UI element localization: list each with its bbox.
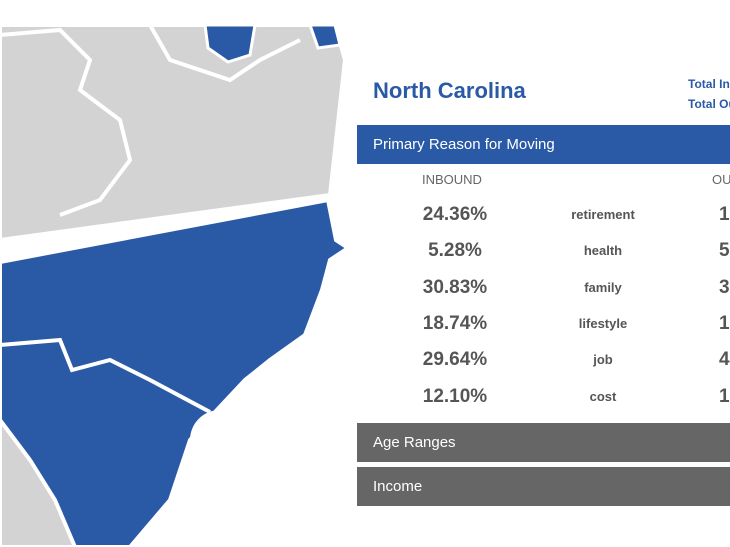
reason-reason: lifestyle [578, 316, 628, 331]
reason-outbound: 1 [719, 386, 730, 407]
reason-outbound: 1. [719, 204, 730, 225]
total-out: Total Ou [688, 97, 730, 111]
reason-inbound: 18.74% [422, 313, 488, 334]
georgia [0, 416, 78, 547]
reason-reason: health [583, 243, 623, 258]
reason-outbound: 5 [719, 240, 730, 261]
north-carolina [0, 197, 352, 547]
reason-reason: retirement [571, 207, 635, 222]
delaware [307, 23, 342, 50]
reason-inbound: 30.83% [422, 277, 488, 298]
maryland [203, 23, 257, 64]
reason-outbound: 4 [719, 349, 730, 370]
reason-reason: cost [589, 389, 617, 404]
income[interactable]: Income [357, 467, 730, 506]
age-ranges[interactable]: Age Ranges [357, 423, 730, 462]
total-in: Total In [688, 77, 730, 91]
reason-reason: job [593, 352, 613, 367]
reason-inbound: 5.28% [428, 240, 482, 261]
outbound-header: OU [712, 172, 730, 187]
inbound-header: INBOUND [422, 172, 482, 187]
reason-outbound: 3 [719, 277, 730, 298]
reason-inbound: 24.36% [422, 204, 488, 225]
reason-reason: family [584, 280, 622, 295]
reason-inbound: 12.10% [422, 386, 488, 407]
reason-outbound: 1 [719, 313, 730, 334]
reason-inbound: 29.64% [422, 349, 488, 370]
virginia [0, 23, 348, 243]
state-title: North Carolina [373, 78, 526, 103]
map [0, 23, 352, 547]
reasons-header[interactable]: Primary Reason for Moving [357, 125, 730, 164]
